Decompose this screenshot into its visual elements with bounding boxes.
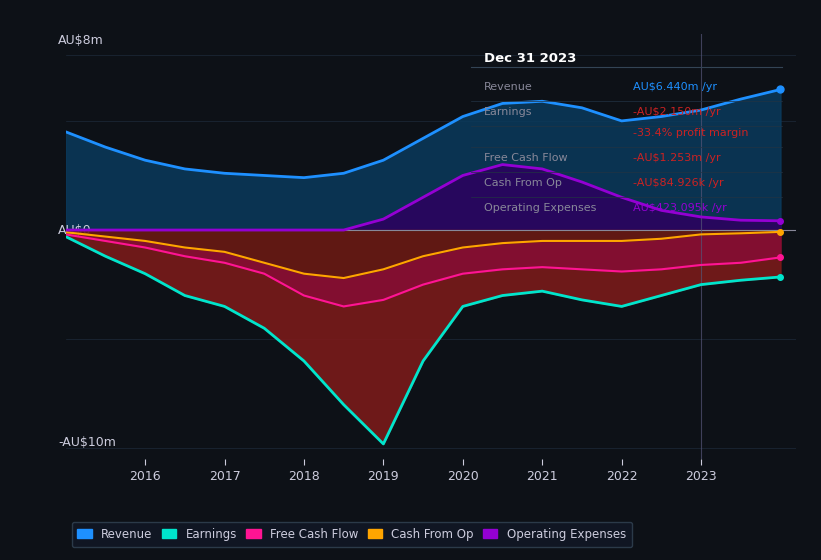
Text: Dec 31 2023: Dec 31 2023 (484, 53, 576, 66)
Text: AU$6.440m /yr: AU$6.440m /yr (633, 82, 717, 92)
Text: AU$423.095k /yr: AU$423.095k /yr (633, 203, 727, 213)
Text: AU$8m: AU$8m (58, 34, 104, 46)
Text: -AU$10m: -AU$10m (58, 436, 117, 449)
Text: Earnings: Earnings (484, 106, 532, 116)
Text: Revenue: Revenue (484, 82, 532, 92)
Text: Operating Expenses: Operating Expenses (484, 203, 596, 213)
Text: -33.4% profit margin: -33.4% profit margin (633, 128, 748, 138)
Text: -AU$2.150m /yr: -AU$2.150m /yr (633, 106, 720, 116)
Text: Free Cash Flow: Free Cash Flow (484, 152, 567, 162)
Text: AU$0: AU$0 (58, 223, 92, 236)
Legend: Revenue, Earnings, Free Cash Flow, Cash From Op, Operating Expenses: Revenue, Earnings, Free Cash Flow, Cash … (71, 522, 632, 547)
Text: -AU$1.253m /yr: -AU$1.253m /yr (633, 152, 720, 162)
Text: -AU$84.926k /yr: -AU$84.926k /yr (633, 178, 723, 188)
Text: Cash From Op: Cash From Op (484, 178, 562, 188)
